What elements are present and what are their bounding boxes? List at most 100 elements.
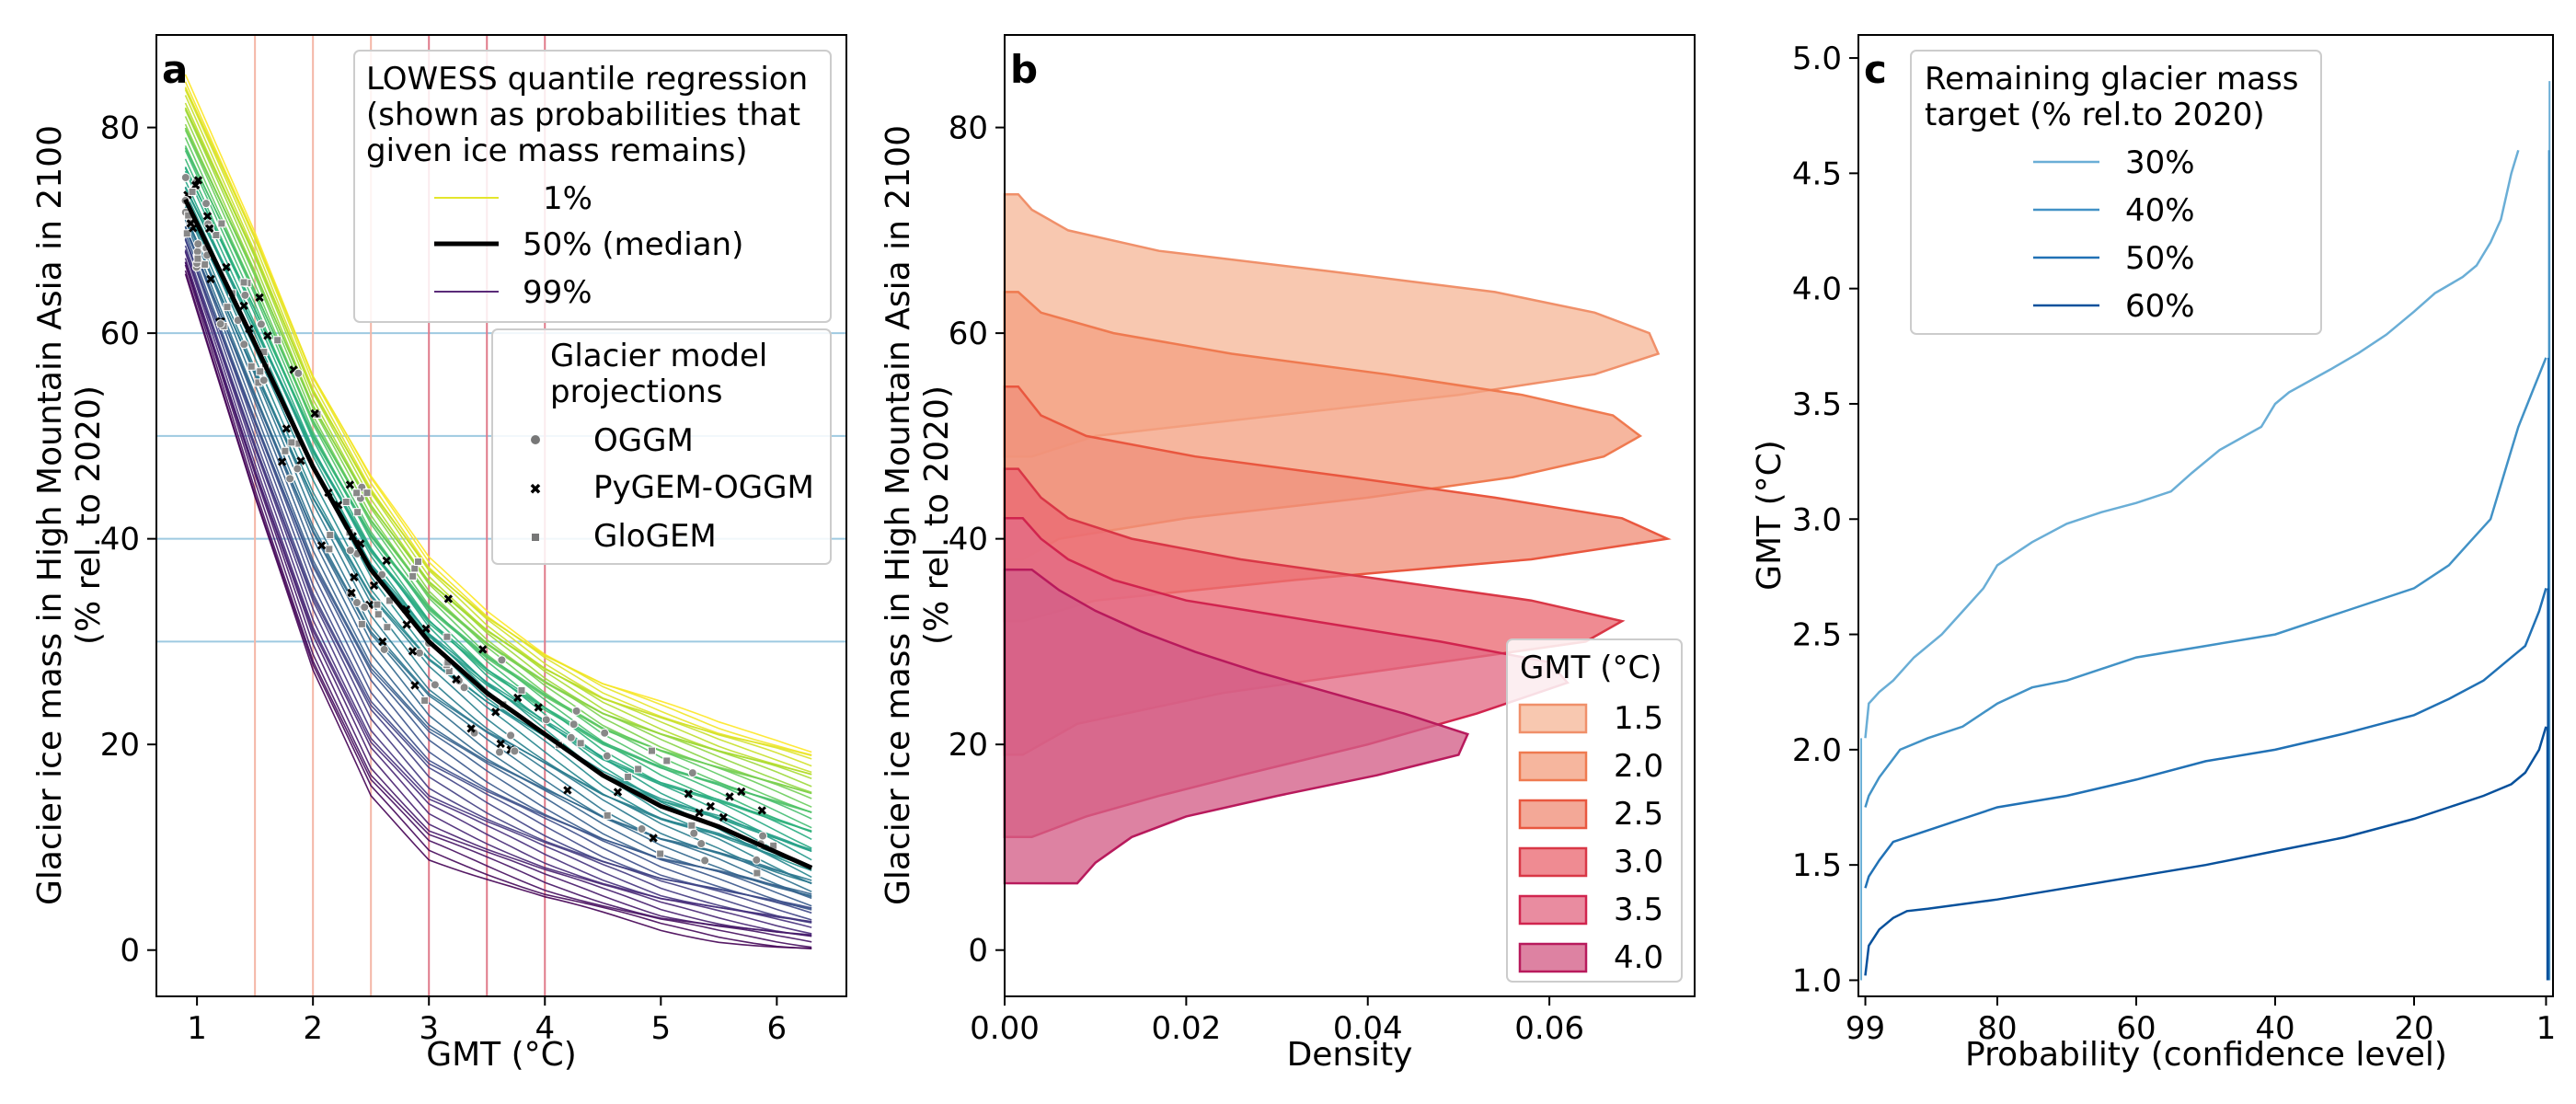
model-point bbox=[495, 747, 505, 757]
axes-frame-b bbox=[1004, 34, 1696, 997]
model-point bbox=[180, 172, 190, 182]
model-point bbox=[510, 746, 520, 756]
model-point: ✖ bbox=[345, 478, 356, 493]
model-point bbox=[326, 531, 335, 540]
x-tick-label: 5 bbox=[650, 1010, 671, 1047]
model-point bbox=[408, 571, 418, 581]
model-point bbox=[239, 278, 248, 287]
legend-marker-x: ✖ bbox=[529, 480, 541, 498]
legend-label: 3.5 bbox=[1614, 891, 1663, 928]
model-point: ✖ bbox=[409, 679, 420, 694]
model-point bbox=[517, 685, 526, 695]
panel-label-b: b bbox=[1010, 47, 1038, 92]
legend-label: 1.5 bbox=[1614, 700, 1663, 737]
model-point bbox=[687, 768, 697, 778]
legend-swatch bbox=[1518, 799, 1588, 830]
gmt-line bbox=[1864, 588, 2547, 889]
model-point bbox=[506, 730, 516, 741]
x-tick-label: 4 bbox=[535, 1010, 555, 1047]
legend-gmt: GMT (°C) 1.5 2.0 2.5 3.0 3.5 4.0 bbox=[1506, 638, 1683, 983]
model-point bbox=[656, 849, 665, 858]
model-point bbox=[373, 600, 382, 609]
model-point bbox=[223, 303, 232, 312]
model-point: ✖ bbox=[355, 537, 366, 552]
model-point bbox=[357, 619, 366, 628]
legend-label: 2.0 bbox=[1614, 748, 1663, 785]
median-line bbox=[183, 198, 813, 870]
model-point bbox=[469, 728, 479, 738]
legend-title-line: (shown as probabilities that bbox=[366, 97, 800, 133]
panel-c: 99 80 60 40 20 1 1.01.52.02.53.03.54.04.55.0 … bbox=[1751, 34, 2557, 1074]
gmt-line bbox=[1864, 726, 2547, 976]
legend-swatch bbox=[1518, 703, 1588, 734]
model-point: ✖ bbox=[648, 832, 659, 846]
model-point bbox=[420, 696, 430, 705]
model-point: ✖ bbox=[401, 618, 412, 633]
x-axis-label-c: Probability (confidence level) bbox=[1965, 1036, 2447, 1074]
model-point bbox=[212, 231, 221, 240]
model-point: ✖ bbox=[346, 587, 357, 602]
y-axis-label-c: GMT (°C) bbox=[1751, 440, 1788, 591]
quantile-line bbox=[184, 167, 812, 833]
model-point: ✖ bbox=[694, 807, 705, 822]
y-tick-label: 40 bbox=[949, 522, 988, 558]
panel-b: 0.00 0.02 0.04 0.06 0 20 40 60 80 b Density Gla… bbox=[880, 34, 1696, 1074]
model-point bbox=[285, 474, 295, 484]
legend-label: 4.0 bbox=[1614, 939, 1663, 976]
model-point bbox=[188, 187, 197, 196]
quantile-line bbox=[184, 214, 812, 884]
model-point: ✖ bbox=[277, 455, 288, 470]
legend-label: 3.0 bbox=[1614, 844, 1663, 880]
quantile-line bbox=[184, 249, 812, 928]
legend-marker-circle bbox=[531, 435, 540, 444]
axes-frame-a bbox=[155, 34, 847, 997]
model-point bbox=[193, 239, 203, 249]
model-point bbox=[341, 498, 351, 507]
model-point bbox=[454, 675, 464, 685]
x-tick-label: 99 bbox=[1846, 1010, 1885, 1047]
x-tick-label: 0.06 bbox=[1514, 1010, 1584, 1047]
quantile-line bbox=[184, 167, 812, 841]
model-point bbox=[430, 680, 440, 690]
model-point bbox=[374, 610, 383, 619]
gmt-line bbox=[1864, 357, 2547, 808]
model-point: ✖ bbox=[613, 786, 624, 800]
quantile-line bbox=[184, 250, 812, 923]
quantile-line bbox=[184, 213, 812, 892]
y-tick-label: 4.5 bbox=[1792, 155, 1842, 192]
model-point: ✖ bbox=[309, 407, 320, 421]
model-point bbox=[240, 290, 250, 300]
y-tick-label: 40 bbox=[100, 522, 140, 558]
model-point bbox=[662, 756, 672, 765]
model-point bbox=[313, 410, 322, 420]
x-tick-label: 60 bbox=[2116, 1010, 2156, 1047]
model-point: ✖ bbox=[719, 811, 730, 825]
legend-items: 1.5 2.0 2.5 3.0 3.5 4.0 bbox=[1518, 700, 1663, 976]
model-point: ✖ bbox=[188, 222, 199, 236]
x-tick-label: 3 bbox=[419, 1010, 439, 1047]
legend-label: 30% bbox=[2125, 144, 2195, 181]
model-point: ✖ bbox=[512, 692, 523, 707]
model-point bbox=[603, 811, 612, 820]
model-point bbox=[273, 336, 282, 345]
model-point: ✖ bbox=[288, 363, 299, 378]
model-point bbox=[647, 746, 656, 755]
gmt-lines bbox=[1860, 81, 2551, 981]
model-point bbox=[576, 739, 585, 748]
panel-label-a: a bbox=[162, 47, 188, 92]
quantile-line bbox=[184, 238, 812, 910]
model-point: ✖ bbox=[204, 222, 215, 236]
legend-label: 50% bbox=[2125, 240, 2195, 277]
model-point bbox=[383, 623, 392, 632]
y-tick-label: 60 bbox=[949, 316, 988, 352]
y-tick-label: 60 bbox=[100, 316, 140, 352]
y-axis-label-b-line2: (% rel. to 2020) bbox=[918, 385, 956, 645]
legend-label: 60% bbox=[2125, 288, 2195, 325]
model-point bbox=[758, 831, 768, 841]
x-tick-label: 1 bbox=[2536, 1010, 2557, 1047]
x-tick-label: 6 bbox=[767, 1010, 788, 1047]
model-point bbox=[689, 828, 699, 838]
model-point bbox=[293, 368, 304, 378]
legend-label: GloGEM bbox=[593, 518, 717, 555]
